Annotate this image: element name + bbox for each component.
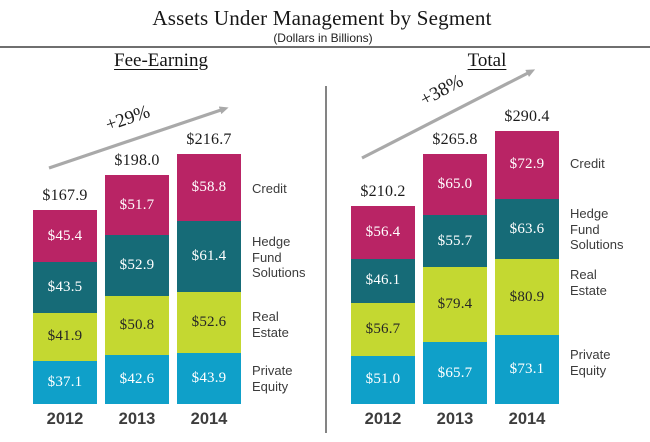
legend-label-credit: Credit — [570, 156, 605, 171]
bar-segment-total-2013-credit: $65.0 — [423, 153, 487, 215]
bar-segment-fee-earning-2013-real-estate: $50.8 — [105, 296, 169, 355]
x-axis-label-2014: 2014 — [190, 410, 228, 428]
legend-label-private-equity: Private Equity — [570, 347, 611, 378]
bar-segment-fee-earning-2014-private-equity: $43.9 — [177, 353, 241, 404]
legend-label-private-equity: Private Equity — [252, 363, 293, 394]
bar-segment-fee-earning-2012-hedge-fund-solutions: $43.5 — [33, 262, 97, 313]
bar-segment-fee-earning-2012-private-equity: $37.1 — [33, 361, 97, 404]
bar-segment-total-2014-private-equity: $73.1 — [495, 335, 559, 404]
section-header-total: Total — [467, 50, 507, 71]
bar-total-label-2014: $290.4 — [504, 107, 550, 125]
bar-total-label-2012: $210.2 — [360, 183, 406, 201]
legend-label-credit: Credit — [252, 181, 287, 196]
bar-segment-total-2013-hedge-fund-solutions: $55.7 — [423, 214, 487, 268]
page-subtitle: (Dollars in Billions) — [273, 31, 373, 45]
legend-label-real-estate: Real Estate — [252, 309, 289, 340]
header-rule — [0, 46, 650, 48]
x-axis-label-2013: 2013 — [118, 410, 156, 428]
x-axis-label-2014: 2014 — [508, 410, 546, 428]
bar-segment-fee-earning-2014-real-estate: $52.6 — [177, 292, 241, 354]
bar-total-label-2013: $198.0 — [114, 152, 160, 170]
bar-segment-total-2012-credit: $56.4 — [351, 206, 415, 260]
section-divider — [325, 86, 327, 433]
growth-label-fee-earning: +29% — [102, 101, 153, 136]
bar-segment-fee-earning-2013-hedge-fund-solutions: $52.9 — [105, 234, 169, 297]
bar-segment-fee-earning-2012-real-estate: $41.9 — [33, 312, 97, 362]
bar-segment-fee-earning-2014-credit: $58.8 — [177, 153, 241, 222]
bar-segment-fee-earning-2013-credit: $51.7 — [105, 175, 169, 235]
bar-segment-total-2012-private-equity: $51.0 — [351, 355, 415, 404]
bar-segment-total-2012-real-estate: $56.7 — [351, 302, 415, 356]
x-axis-label-2012: 2012 — [46, 410, 84, 428]
x-axis-label-2012: 2012 — [364, 410, 402, 428]
bar-segment-total-2014-real-estate: $80.9 — [495, 259, 559, 336]
bar-segment-total-2013-real-estate: $79.4 — [423, 267, 487, 343]
bar-segment-total-2014-credit: $72.9 — [495, 130, 559, 200]
bar-segment-fee-earning-2014-hedge-fund-solutions: $61.4 — [177, 221, 241, 293]
x-axis-label-2013: 2013 — [436, 410, 474, 428]
bar-segment-fee-earning-2013-private-equity: $42.6 — [105, 354, 169, 404]
bar-segment-total-2014-hedge-fund-solutions: $63.6 — [495, 199, 559, 260]
legend-label-hedge-fund-solutions: Hedge Fund Solutions — [252, 234, 306, 280]
legend-label-real-estate: Real Estate — [570, 267, 607, 298]
growth-label-total: +38% — [416, 70, 467, 111]
bar-segment-total-2012-hedge-fund-solutions: $46.1 — [351, 259, 415, 303]
section-header-fee-earning: Fee-Earning — [114, 50, 208, 71]
bar-total-label-2014: $216.7 — [186, 130, 232, 148]
page-title: Assets Under Management by Segment — [152, 6, 492, 30]
legend-label-hedge-fund-solutions: Hedge Fund Solutions — [570, 206, 624, 252]
bar-total-label-2012: $167.9 — [42, 186, 88, 204]
bar-total-label-2013: $265.8 — [432, 130, 478, 148]
bar-segment-fee-earning-2012-credit: $45.4 — [33, 209, 97, 263]
bar-segment-total-2013-private-equity: $65.7 — [423, 342, 487, 404]
